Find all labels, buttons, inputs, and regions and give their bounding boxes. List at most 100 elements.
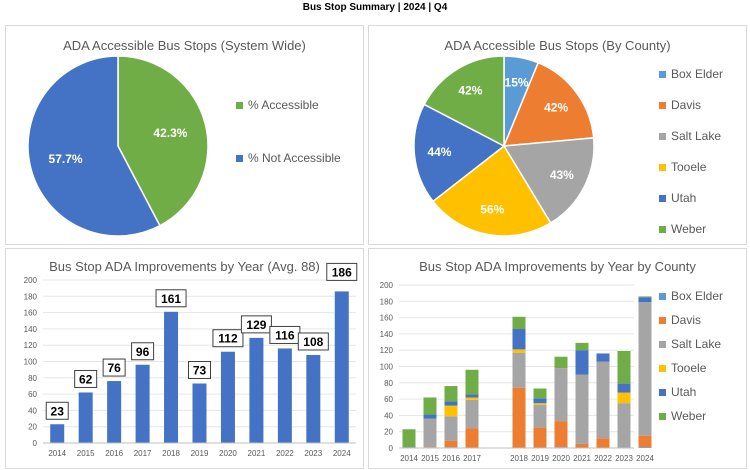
data-label: 56% <box>480 203 504 217</box>
legend-swatch <box>236 155 243 162</box>
data-label: 15% <box>505 75 529 89</box>
stacked-bar-segment <box>533 403 547 405</box>
stacked-bar-segment <box>575 350 589 375</box>
y-tick-label: 120 <box>24 341 38 350</box>
chart-title: ADA Accessible Bus Stops (By County) <box>444 38 671 53</box>
stacked-bar-segment <box>512 387 526 448</box>
county-pie-chart: 15% Box Elder 42% Davis 43% Salt Lake 56% Tooel… <box>413 55 723 237</box>
chart-title: ADA Accessible Bus Stops (System Wide) <box>63 38 306 53</box>
y-tick-label: 200 <box>24 276 38 285</box>
data-label: 108 <box>303 335 323 349</box>
data-label-box <box>45 401 69 420</box>
stacked-bar-segment <box>575 443 589 448</box>
bar <box>107 381 122 443</box>
data-label: 42% <box>458 84 482 98</box>
y-tick-label: 60 <box>28 390 37 399</box>
data-label: 129 <box>246 318 266 332</box>
y-tick-label: 0 <box>33 439 38 448</box>
legend-swatch <box>659 389 666 396</box>
x-tick-label: 2018 <box>162 449 180 458</box>
chart-title: Bus Stop ADA Improvements by Year (Avg. … <box>49 259 320 274</box>
stacked-bar-segment <box>444 386 458 402</box>
stacked-bar-segment <box>638 447 652 448</box>
data-label: 62 <box>79 372 93 386</box>
bar <box>220 351 235 443</box>
stacked-bar-segment <box>465 399 479 429</box>
data-label-box <box>212 329 244 348</box>
stacked-bar-segment <box>533 404 547 428</box>
y-tick-label: 180 <box>380 297 394 306</box>
data-label: 44% <box>427 145 451 159</box>
stacked-bar-segment <box>596 438 610 448</box>
x-tick-label: 2024 <box>636 454 654 463</box>
x-tick-label: 2016 <box>442 454 460 463</box>
legend-label: Box Elder <box>671 67 723 81</box>
bar <box>306 354 321 443</box>
stacked-bar-segment <box>444 416 458 441</box>
y-tick-label: 200 <box>380 281 394 290</box>
legend-label: Weber <box>671 222 706 236</box>
stacked-bar-segment <box>444 401 458 406</box>
stacked-bar-segment <box>596 353 610 362</box>
data-label: 161 <box>161 292 181 306</box>
legend-swatch <box>659 195 666 202</box>
pie-slice <box>423 55 505 148</box>
legend-label: Tooele <box>671 361 707 375</box>
x-tick-label: 2018 <box>510 454 528 463</box>
stacked-bar-segment <box>444 440 458 448</box>
legend-label: % Not Accessible <box>248 151 341 165</box>
x-tick-label: 2020 <box>219 449 237 458</box>
legend-label: Salt Lake <box>671 129 721 143</box>
data-label-box <box>326 262 358 281</box>
stacked-bar-segment <box>617 403 631 448</box>
stacked-bar-segment <box>423 414 437 419</box>
legend-label: Davis <box>671 98 701 112</box>
y-tick-label: 20 <box>384 428 393 437</box>
stacked-bar-segment <box>617 383 631 393</box>
stacked-bar-segment <box>444 405 458 417</box>
y-tick-label: 180 <box>24 292 38 301</box>
chart-title: Bus Stop ADA Improvements by Year by Cou… <box>419 259 696 274</box>
data-label-box <box>188 361 211 380</box>
x-tick-label: 2023 <box>304 449 322 458</box>
panel-year-bar: Bus Stop ADA Improvements by Year (Avg. … <box>5 248 364 469</box>
legend-label: Salt Lake <box>671 337 721 351</box>
stacked-bar-segment <box>638 296 652 298</box>
x-tick-label: 2015 <box>77 449 95 458</box>
stacked-bar-segment <box>638 435 652 448</box>
legend-label: Utah <box>671 385 696 399</box>
panel-county-pie: ADA Accessible Bus Stops (By County) 15% B… <box>368 25 747 245</box>
data-label: 112 <box>218 332 238 346</box>
y-tick-label: 160 <box>24 309 38 318</box>
y-tick-label: 40 <box>28 406 37 415</box>
stacked-bar-segment <box>533 388 547 399</box>
stacked-bar-segment <box>638 302 652 436</box>
legend-label: Tooele <box>671 160 707 174</box>
data-label-box <box>74 369 98 388</box>
x-tick-label: 2017 <box>463 454 481 463</box>
y-tick-label: 100 <box>380 363 394 372</box>
bar <box>50 424 65 443</box>
stacked-bar-segment <box>512 352 526 388</box>
data-label-box <box>155 289 187 308</box>
pie-slice <box>431 144 552 237</box>
bar <box>78 392 93 443</box>
x-tick-label: 2019 <box>531 454 549 463</box>
legend-swatch <box>659 226 666 233</box>
y-tick-label: 120 <box>380 346 394 355</box>
y-tick-label: 160 <box>380 314 394 323</box>
legend-swatch <box>659 164 666 171</box>
pie-slice <box>27 55 161 237</box>
legend-swatch <box>659 341 666 348</box>
bar <box>192 383 207 443</box>
stacked-bar-segment <box>533 427 547 448</box>
bar <box>164 311 179 443</box>
y-tick-label: 40 <box>384 411 393 420</box>
stacked-bar-segment <box>465 369 479 395</box>
stacked-bar-segment <box>512 349 526 353</box>
x-tick-label: 2021 <box>573 454 591 463</box>
x-tick-label: 2015 <box>421 454 439 463</box>
legend-label: % Accessible <box>248 98 319 112</box>
y-tick-label: 100 <box>24 358 38 367</box>
system-pie-chart: 42.3% % Accessible 57.7% % Not Accessible <box>27 55 341 237</box>
